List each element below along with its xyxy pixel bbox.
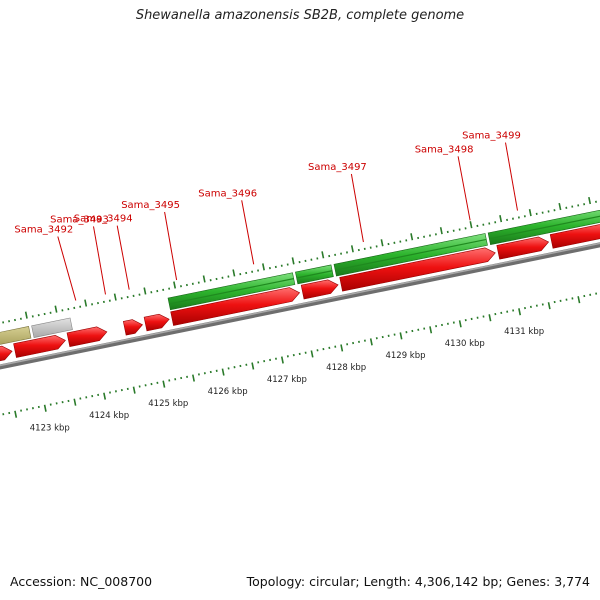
gene-leader-line xyxy=(457,156,471,221)
backbone-line xyxy=(0,242,600,370)
accession-text: Accession: NC_008700 xyxy=(10,574,153,589)
upper-tick xyxy=(291,257,295,265)
gene-label: Sama_3498 xyxy=(415,144,474,155)
upper-tick xyxy=(499,215,503,223)
lower-tick xyxy=(221,368,225,376)
gene-leader-line xyxy=(116,225,130,290)
lower-tick xyxy=(162,380,166,388)
upper-tick xyxy=(410,233,414,241)
lower-tick xyxy=(488,314,492,322)
cds-arrow-5 xyxy=(143,313,170,332)
cds-arrow-9 xyxy=(496,236,550,260)
lower-tick xyxy=(547,302,551,310)
lower-tick xyxy=(251,362,255,370)
upper-tick xyxy=(350,245,354,253)
lower-tick xyxy=(43,404,47,412)
upper-tick xyxy=(84,299,88,307)
upper-tick xyxy=(469,221,473,229)
gene-leader-line xyxy=(350,173,364,243)
kbp-label: 4129 kbp xyxy=(385,351,425,361)
upper-tick xyxy=(202,275,206,283)
lower-tick xyxy=(103,392,107,400)
gene-label: Sama_3499 xyxy=(462,131,521,142)
kbp-label: 4131 kbp xyxy=(504,327,544,337)
upper-tick xyxy=(439,227,443,235)
kbp-label: 4126 kbp xyxy=(208,387,248,397)
gene-track xyxy=(0,209,600,345)
lower-tick xyxy=(399,332,403,340)
upper-tick xyxy=(54,305,58,313)
gene-label: Sama_3494 xyxy=(74,214,133,225)
cds-arrow-7 xyxy=(300,279,339,300)
gene-leader-line xyxy=(164,211,178,281)
gene-label: Sama_3495 xyxy=(121,200,180,211)
lower-tick xyxy=(577,296,581,304)
kbp-axis-labels: 4123 kbp 4124 kbp 4125 kbp 4126 kbp 4127 kbp… xyxy=(30,327,544,434)
upper-tick xyxy=(588,196,592,205)
lower-tick xyxy=(14,410,18,418)
lower-tick xyxy=(310,350,314,358)
upper-tick xyxy=(232,269,236,277)
upper-tick xyxy=(321,251,325,259)
gene-bar-seam-5 xyxy=(335,238,487,271)
gene-leader-line xyxy=(93,226,106,295)
upper-tick xyxy=(380,239,384,247)
upper-tick xyxy=(262,263,265,271)
gene-bar-seam-4 xyxy=(296,270,333,279)
genome-summary-text: Topology: circular; Length: 4,306,142 bp… xyxy=(246,574,590,589)
kbp-label: 4130 kbp xyxy=(445,339,485,349)
kbp-label: 4124 kbp xyxy=(89,411,129,421)
backbone-track xyxy=(0,242,600,370)
upper-tick xyxy=(143,287,147,295)
lower-tick xyxy=(518,308,522,316)
gene-leader-line xyxy=(57,236,77,301)
backbone-highlight xyxy=(0,242,600,367)
gene-label: Sama_3496 xyxy=(198,188,257,199)
gene-bar-2 xyxy=(31,317,73,338)
cds-arrow-1 xyxy=(0,345,13,362)
gene-label: Sama_3492 xyxy=(14,225,73,236)
lower-tick xyxy=(429,326,433,334)
lower-tick xyxy=(458,320,462,328)
upper-tick xyxy=(113,293,117,301)
lower-tick xyxy=(73,398,77,406)
cds-arrow-6 xyxy=(170,287,301,326)
lower-tick xyxy=(192,374,195,382)
gene-bar-1 xyxy=(0,326,32,345)
cds-arrow-3 xyxy=(66,326,108,347)
coordinate-ticks xyxy=(2,196,598,418)
cds-track xyxy=(0,224,600,362)
gene-bar-seam-3 xyxy=(169,278,294,305)
lower-tick xyxy=(280,356,284,364)
lower-tick xyxy=(369,338,373,346)
upper-tick xyxy=(173,281,177,289)
gene-label: Sama_3497 xyxy=(308,162,367,173)
gene-leader-line xyxy=(241,200,255,265)
cds-arrow-8 xyxy=(339,247,496,292)
map-title: Shewanella amazonensis SB2B, complete ge… xyxy=(135,8,465,23)
gene-leader-line xyxy=(505,142,518,211)
upper-tick xyxy=(24,311,28,319)
lower-tick xyxy=(340,344,344,352)
kbp-label: 4127 kbp xyxy=(267,375,307,385)
kbp-label: 4125 kbp xyxy=(148,399,188,409)
kbp-label: 4123 kbp xyxy=(30,423,70,433)
gene-bar-seam-6 xyxy=(489,215,600,240)
cds-arrow-4 xyxy=(122,319,143,336)
gene-label: Sama_3493 xyxy=(50,214,109,225)
cds-arrow-2 xyxy=(13,334,66,358)
kbp-label: 4128 kbp xyxy=(326,363,366,373)
lower-tick xyxy=(132,386,136,394)
upper-tick xyxy=(528,209,532,217)
upper-tick xyxy=(558,202,562,211)
